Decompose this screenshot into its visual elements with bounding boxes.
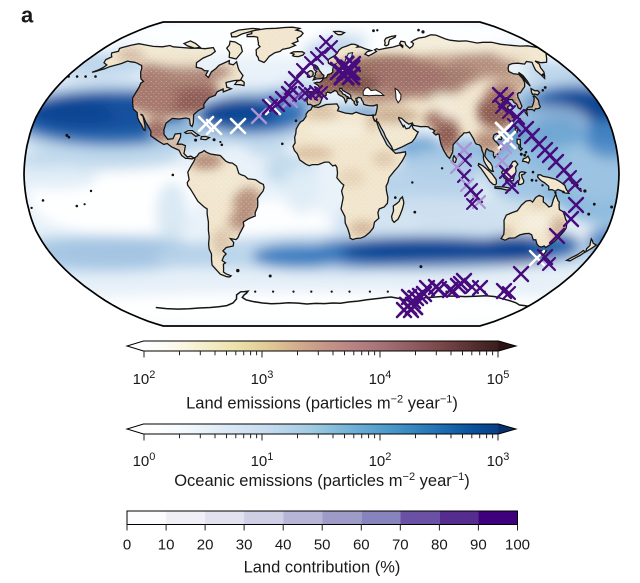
svg-text:90: 90	[470, 537, 487, 554]
svg-text:Land contribution (%): Land contribution (%)	[244, 559, 401, 577]
svg-text:20: 20	[197, 537, 214, 554]
svg-text:40: 40	[275, 537, 292, 554]
svg-text:80: 80	[431, 537, 448, 554]
svg-text:Oceanic emissions (particles m: Oceanic emissions (particles m−2 year−1)	[174, 471, 470, 490]
svg-text:50: 50	[314, 537, 331, 554]
svg-text:30: 30	[236, 537, 253, 554]
svg-text:10: 10	[158, 537, 175, 554]
svg-text:a: a	[21, 3, 34, 28]
svg-text:70: 70	[392, 537, 409, 554]
svg-text:60: 60	[353, 537, 370, 554]
svg-text:Land emissions (particles m−2: Land emissions (particles m−2 year−1)	[186, 394, 458, 413]
svg-text:0: 0	[123, 537, 131, 554]
svg-text:100: 100	[505, 537, 530, 554]
